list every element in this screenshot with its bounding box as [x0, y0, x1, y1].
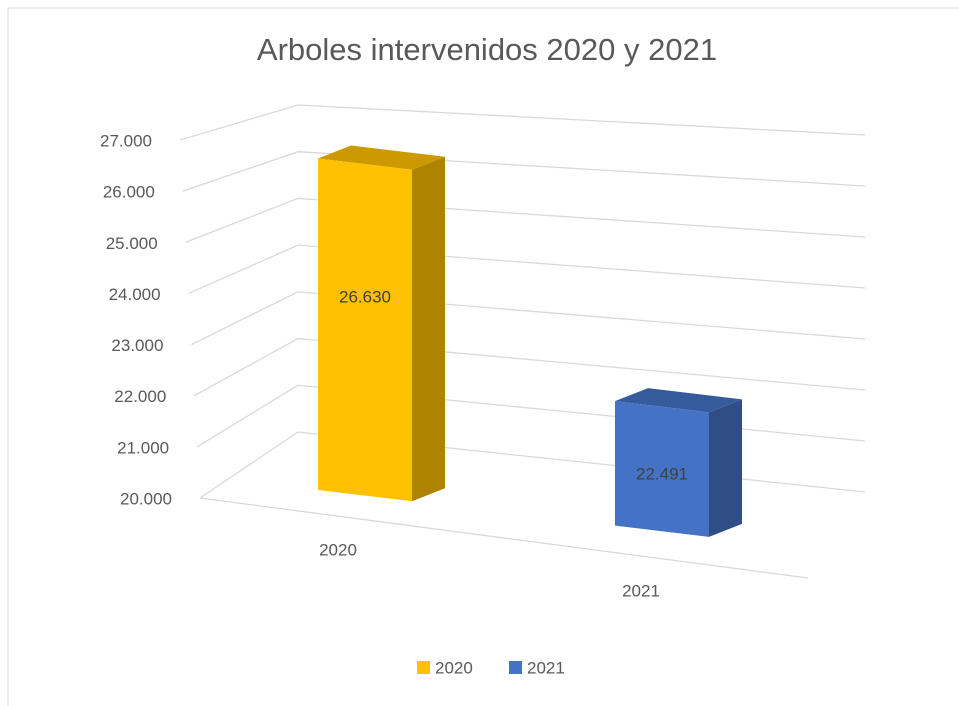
y-tick-label: 25.000 — [106, 234, 158, 253]
grid-line — [191, 291, 866, 346]
y-tick-label: 21.000 — [117, 438, 169, 457]
data-label: 22.491 — [636, 464, 688, 483]
y-tick-label: 24.000 — [109, 285, 161, 304]
legend-label: 2021 — [527, 658, 565, 677]
chart-title: Arboles intervenidos 2020 y 2021 — [257, 32, 717, 67]
bar-top — [318, 145, 445, 170]
legend-label: 2020 — [435, 658, 473, 677]
bar-side — [709, 399, 742, 537]
bar-top — [615, 388, 742, 413]
y-tick-label: 20.000 — [120, 489, 172, 508]
grid-line — [188, 244, 866, 295]
bar-front — [615, 401, 709, 537]
y-tick-label: 26.000 — [103, 183, 155, 202]
grid-line — [193, 337, 866, 397]
y-tick-label: 27.000 — [100, 131, 152, 150]
legend-swatch — [509, 661, 522, 674]
y-tick-label: 23.000 — [111, 336, 163, 355]
chart-frame — [7, 7, 959, 706]
bar-side — [412, 156, 445, 502]
grid-line — [182, 151, 866, 192]
floor-front-edge — [199, 497, 809, 579]
legend-swatch — [417, 661, 430, 674]
data-label: 26.630 — [339, 287, 391, 306]
x-tick-label: 2020 — [319, 540, 357, 559]
y-tick-label: 22.000 — [114, 387, 166, 406]
bar-front — [318, 158, 412, 502]
x-tick-label: 2021 — [622, 581, 660, 600]
grid-line — [185, 197, 866, 243]
grid-line — [179, 104, 866, 141]
